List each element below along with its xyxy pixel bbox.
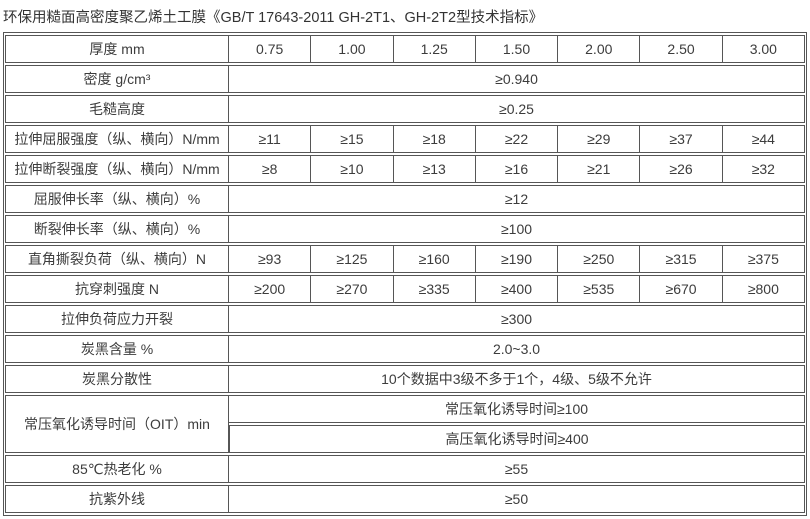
value-cell: ≥22 <box>475 125 559 153</box>
table-row-uv-resistance: 抗紫外线 ≥50 <box>5 485 805 513</box>
spec-table-wrapper: 厚度 mm 0.75 1.00 1.25 1.50 2.00 2.50 3.00… <box>3 32 807 516</box>
value-cell-span: 2.0~3.0 <box>229 335 805 363</box>
table-row-oit-normal: 常压氧化诱导时间（OIT）min 常压氧化诱导时间≥100 <box>5 395 805 453</box>
table-row-break-elongation: 断裂伸长率（纵、横向）% ≥100 <box>5 215 805 243</box>
row-label: 直角撕裂负荷（纵、横向）N <box>5 245 229 273</box>
value-cell-span: 高压氧化诱导时间≥400 <box>229 425 805 453</box>
table-row-rough-height: 毛糙高度 ≥0.25 <box>5 95 805 123</box>
value-cell: ≥21 <box>558 155 641 183</box>
value-cell-span: ≥300 <box>229 305 805 333</box>
table-row-heat-aging: 85℃热老化 % ≥55 <box>5 455 805 483</box>
table-row-density: 密度 g/cm³ ≥0.940 <box>5 65 805 93</box>
value-cell: ≥37 <box>640 125 723 153</box>
value-cell: ≥335 <box>393 275 476 303</box>
row-label: 断裂伸长率（纵、横向）% <box>5 215 229 243</box>
value-cell: ≥13 <box>393 155 476 183</box>
value-cell-span: 10个数据中3级不多于1个，4级、5级不允许 <box>229 365 805 393</box>
page-title: 环保用糙面高密度聚乙烯土工膜《GB/T 17643-2011 GH-2T1、GH… <box>3 10 544 26</box>
row-label: 拉伸断裂强度（纵、横向）N/mm <box>5 155 229 183</box>
value-cell-span: ≥0.940 <box>229 65 805 93</box>
value-cell-span: ≥100 <box>229 215 805 243</box>
row-label: 抗穿刺强度 N <box>5 275 229 303</box>
value-cell: ≥375 <box>722 245 805 273</box>
row-label: 屈服伸长率（纵、横向）% <box>5 185 229 213</box>
table-row-carbon-content: 炭黑含量 % 2.0~3.0 <box>5 335 805 363</box>
row-label: 85℃热老化 % <box>5 455 229 483</box>
spec-table: 厚度 mm 0.75 1.00 1.25 1.50 2.00 2.50 3.00… <box>5 33 805 515</box>
row-label: 炭黑含量 % <box>5 335 229 363</box>
value-cell: 1.50 <box>475 35 559 63</box>
value-cell: ≥250 <box>558 245 641 273</box>
row-label: 毛糙高度 <box>5 95 229 123</box>
value-cell: ≥315 <box>640 245 723 273</box>
row-label: 炭黑分散性 <box>5 365 229 393</box>
value-cell: 1.25 <box>393 35 476 63</box>
value-cell: ≥190 <box>475 245 559 273</box>
table-row-oit-high: 高压氧化诱导时间≥400 <box>5 425 805 453</box>
table-row-carbon-dispersion: 炭黑分散性 10个数据中3级不多于1个，4级、5级不允许 <box>5 365 805 393</box>
table-row-stress-cracking: 拉伸负荷应力开裂 ≥300 <box>5 305 805 333</box>
value-cell: ≥10 <box>311 155 394 183</box>
value-cell: ≥11 <box>229 125 312 153</box>
value-cell: ≥15 <box>311 125 394 153</box>
value-cell: ≥535 <box>558 275 641 303</box>
value-cell-span: 常压氧化诱导时间≥100 <box>229 395 805 423</box>
value-cell: 3.00 <box>722 35 805 63</box>
row-label: 抗紫外线 <box>5 485 229 513</box>
value-cell: ≥800 <box>722 275 805 303</box>
table-row-tear-load: 直角撕裂负荷（纵、横向）N ≥93 ≥125 ≥160 ≥190 ≥250 ≥3… <box>5 245 805 273</box>
value-cell-span: ≥0.25 <box>229 95 805 123</box>
value-cell: ≥26 <box>640 155 723 183</box>
value-cell: 1.00 <box>311 35 394 63</box>
row-label: 拉伸屈服强度（纵、横向）N/mm <box>5 125 229 153</box>
value-cell: ≥32 <box>722 155 805 183</box>
value-cell: ≥270 <box>311 275 394 303</box>
row-label: 拉伸负荷应力开裂 <box>5 305 229 333</box>
row-label: 厚度 mm <box>5 35 229 63</box>
table-row-yield-strength: 拉伸屈服强度（纵、横向）N/mm ≥11 ≥15 ≥18 ≥22 ≥29 ≥37… <box>5 125 805 153</box>
row-label: 密度 g/cm³ <box>5 65 229 93</box>
value-cell-span: ≥50 <box>229 485 805 513</box>
value-cell: ≥200 <box>229 275 312 303</box>
value-cell: ≥93 <box>229 245 312 273</box>
table-row-puncture-strength: 抗穿刺强度 N ≥200 ≥270 ≥335 ≥400 ≥535 ≥670 ≥8… <box>5 275 805 303</box>
value-cell-span: ≥55 <box>229 455 805 483</box>
value-cell: ≥670 <box>640 275 723 303</box>
value-cell: ≥125 <box>311 245 394 273</box>
value-cell: ≥18 <box>393 125 476 153</box>
value-cell: ≥29 <box>558 125 641 153</box>
value-cell: ≥16 <box>475 155 559 183</box>
value-cell: ≥8 <box>229 155 312 183</box>
value-cell: ≥160 <box>393 245 476 273</box>
value-cell: 2.50 <box>640 35 723 63</box>
value-cell: ≥400 <box>475 275 559 303</box>
value-cell-span: ≥12 <box>229 185 805 213</box>
value-cell: 2.00 <box>558 35 641 63</box>
row-label: 常压氧化诱导时间（OIT）min <box>5 395 229 453</box>
table-row-yield-elongation: 屈服伸长率（纵、横向）% ≥12 <box>5 185 805 213</box>
value-cell: 0.75 <box>229 35 312 63</box>
table-row-thickness: 厚度 mm 0.75 1.00 1.25 1.50 2.00 2.50 3.00 <box>5 35 805 63</box>
table-row-break-strength: 拉伸断裂强度（纵、横向）N/mm ≥8 ≥10 ≥13 ≥16 ≥21 ≥26 … <box>5 155 805 183</box>
value-cell: ≥44 <box>722 125 805 153</box>
